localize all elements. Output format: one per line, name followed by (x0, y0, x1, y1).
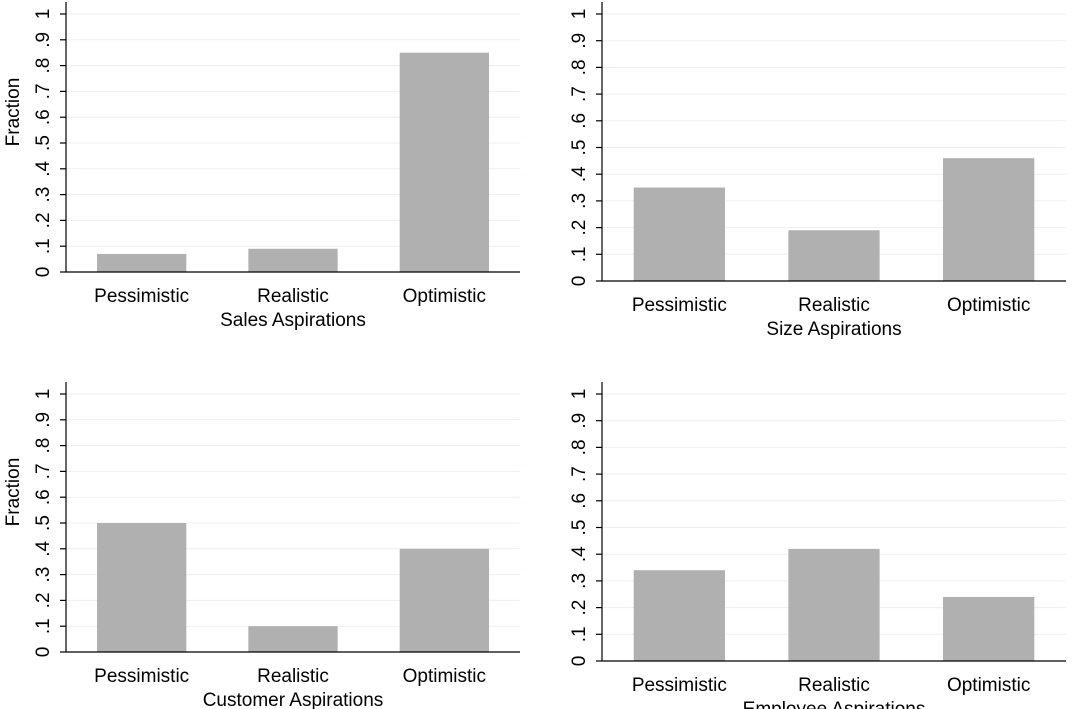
y-tick-label: .2 (569, 600, 590, 616)
y-axis-title: Fraction (3, 78, 24, 147)
x-tick-label: Realistic (798, 675, 870, 696)
y-tick-label: .2 (33, 592, 54, 608)
y-tick-label: .7 (33, 83, 54, 99)
x-tick-label: Pessimistic (94, 666, 189, 687)
y-tick-label: 0 (33, 647, 54, 658)
y-tick-label: .7 (33, 463, 54, 479)
y-tick-label: .5 (569, 140, 590, 156)
bar-realistic (788, 548, 880, 661)
bar-pessimistic (97, 523, 187, 652)
y-tick-label: .5 (33, 515, 54, 531)
y-tick-label: .5 (33, 135, 54, 151)
x-tick-label: Realistic (257, 666, 329, 687)
y-tick-label: .5 (569, 520, 590, 536)
y-tick-label: .4 (33, 160, 54, 176)
y-tick-label: .7 (569, 466, 590, 482)
bar-realistic (788, 230, 880, 281)
chart-customer-aspirations: 0 .1 .2 .3 .4 .5 .6 .7 .8 .9 1 Pessimistic Realistic… (3, 382, 520, 709)
y-tick-label: .9 (33, 32, 54, 48)
bar-pessimistic (633, 187, 725, 281)
y-tick-label: .2 (33, 212, 54, 228)
y-tick-label: 0 (569, 276, 590, 287)
y-tick-label: 1 (569, 9, 590, 20)
bar-optimistic (943, 158, 1035, 281)
x-tick-label: Realistic (257, 286, 329, 307)
y-axis-title: Fraction (3, 458, 24, 527)
y-tick-label: .1 (33, 238, 54, 254)
x-axis-title-employee: Employee Aspirations (743, 699, 926, 709)
chart-sales-aspirations: 0 .1 .2 .3 .4 .5 .6 .7 .8 .9 1 Pessimistic Realistic… (3, 2, 520, 331)
y-tick-label: .2 (569, 220, 590, 236)
x-tick-label: Pessimistic (632, 295, 727, 316)
x-tick-label: Pessimistic (94, 286, 189, 307)
x-tick-label: Optimistic (947, 675, 1030, 696)
y-tick-label: .9 (569, 413, 590, 429)
y-tick-label: .7 (569, 86, 590, 102)
x-tick-label: Pessimistic (632, 675, 727, 696)
y-tick-label: .4 (569, 166, 590, 182)
y-tick-label: .3 (569, 193, 590, 209)
y-tick-label: 1 (569, 389, 590, 400)
chart-size-aspirations: 0 .1 .2 .3 .4 .5 .6 .7 .8 .9 1 Pessimistic Realistic… (569, 2, 1066, 340)
bar-pessimistic (97, 253, 187, 272)
y-tick-label: 0 (569, 656, 590, 667)
y-tick-label: .4 (33, 540, 54, 556)
bar-optimistic (399, 52, 489, 273)
x-axis-title-size: Size Aspirations (766, 319, 901, 340)
y-tick-label: .4 (569, 546, 590, 562)
chart-employee-aspirations: 0 .1 .2 .3 .4 .5 .6 .7 .8 .9 1 Pessimistic Realistic… (569, 382, 1066, 709)
y-tick-label: .3 (33, 567, 54, 583)
bar-realistic (248, 626, 338, 652)
y-tick-label: .9 (33, 412, 54, 428)
x-tick-label: Optimistic (947, 295, 1030, 316)
y-tick-label: .6 (569, 113, 590, 129)
x-tick-label: Optimistic (403, 666, 486, 687)
y-tick-label: 0 (33, 267, 54, 278)
y-tick-label: .9 (569, 33, 590, 49)
y-tick-label: .8 (569, 439, 590, 455)
bar-optimistic (943, 596, 1035, 661)
x-axis-title-customer: Customer Aspirations (203, 690, 384, 709)
bar-realistic (248, 248, 338, 272)
y-tick-label: .1 (569, 246, 590, 262)
y-tick-label: .1 (569, 626, 590, 642)
y-tick-label: .3 (33, 187, 54, 203)
bar-pessimistic (633, 570, 725, 661)
x-axis-title-sales: Sales Aspirations (220, 310, 366, 331)
x-tick-label: Realistic (798, 295, 870, 316)
y-tick-label: .6 (33, 109, 54, 125)
y-tick-label: .6 (569, 493, 590, 509)
y-tick-label: .8 (569, 59, 590, 75)
y-tick-label: .1 (33, 618, 54, 634)
y-tick-label: 1 (33, 389, 54, 400)
y-tick-label: .8 (33, 58, 54, 74)
bar-optimistic (399, 548, 489, 652)
y-tick-label: .6 (33, 489, 54, 505)
y-tick-label: 1 (33, 9, 54, 20)
x-tick-label: Optimistic (403, 286, 486, 307)
y-tick-label: .8 (33, 438, 54, 454)
y-tick-label: .3 (569, 573, 590, 589)
